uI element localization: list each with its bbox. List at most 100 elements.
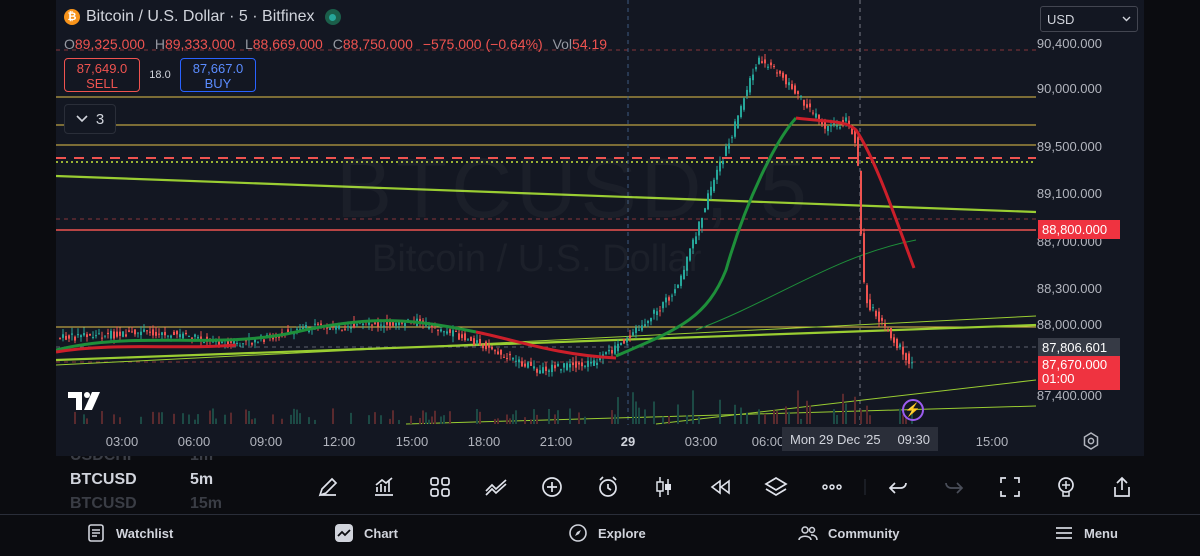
volume-bar [692,390,694,424]
alert-clock-icon[interactable] [580,468,636,506]
candle-body [824,120,826,129]
symbol-list[interactable]: USDCHF 1m BTCUSD 5m BTCUSD 15m [70,456,270,514]
candle-body [494,350,496,352]
candle-body [866,285,868,304]
crosshair-time: 09:30 [897,431,930,447]
candle-body [740,106,742,118]
compare-icon[interactable] [468,468,524,506]
candle-body [509,353,511,356]
candle-type-icon[interactable] [636,468,692,506]
slow-moving-average-line [695,239,917,331]
volume-bar [773,410,775,424]
volume-bar [578,412,580,424]
currency-select[interactable]: USD [1040,6,1138,32]
volume-bar [212,408,214,424]
list-item[interactable]: BTCUSD 15m [70,492,270,514]
candle-body [560,369,562,371]
volume-bar [557,410,559,424]
share-icon[interactable] [1094,468,1150,506]
candle-body [539,370,541,374]
nav-chart[interactable]: Chart [334,523,398,543]
candle-body [326,327,328,329]
market-open-status-icon[interactable] [324,9,341,25]
candle-body [398,320,400,326]
candle-body [350,327,352,329]
tradingview-logo-icon[interactable] [68,390,104,412]
candle-body [227,339,229,347]
indicators-icon[interactable] [356,468,412,506]
price-tick: 89,500.000 [1036,139,1102,154]
nav-menu[interactable]: Menu [1054,523,1118,543]
volume-bar [494,418,496,424]
symbol-title[interactable]: Bitcoin / U.S. Dollar · 5 · Bitfinex [86,8,315,25]
candle-body [662,302,664,309]
undo-icon[interactable] [870,468,926,506]
volume-bar [374,412,376,424]
candle-body [572,362,574,366]
symbol-name: USDCHF [70,456,190,465]
candle-body [557,363,559,367]
low-label: L [244,36,253,52]
price-chart[interactable] [56,0,1144,456]
indicators-count: 3 [95,110,105,128]
volume-bar [281,418,283,424]
candle-body [668,297,670,301]
candle-body [338,324,340,329]
volume-bar [173,413,175,424]
sell-button[interactable]: 87,649.0 SELL [64,58,140,92]
candle-body [794,85,796,94]
volume-bar [797,390,799,424]
candle-body [218,340,220,345]
buy-button[interactable]: 87,667.0 BUY [180,58,256,92]
candle-body [446,331,448,334]
candle-body [188,335,190,337]
indicators-toggle-button[interactable]: 3 [64,104,116,134]
nav-community[interactable]: Community [798,523,900,543]
candle-body [584,365,586,367]
candle-body [779,70,781,74]
templates-icon[interactable] [412,468,468,506]
more-icon[interactable] [804,468,860,506]
nav-watchlist[interactable]: Watchlist [86,523,173,543]
candle-body [569,363,571,368]
add-icon[interactable] [524,468,580,506]
price-tick: 89,100.000 [1036,186,1102,201]
candle-body [575,361,577,368]
lightning-icon[interactable]: ⚡ [902,399,924,421]
candle-body [368,321,370,325]
layers-icon[interactable] [748,468,804,506]
candle-body [806,104,808,108]
candle-body [599,357,601,361]
ideas-bulb-icon[interactable] [1038,468,1094,506]
chart-area[interactable]: BTCUSD, 5 Bitcoin / U.S. Dollar ₿ Bitcoi… [56,0,1144,456]
volume-bar [230,412,232,424]
volume-bar [188,414,190,424]
time-tick: 15:00 [975,434,1009,449]
volume-bar [698,416,700,424]
candle-body [812,112,814,114]
volume-bar [86,418,88,424]
volume-bar [662,416,664,424]
candle-body [320,323,322,326]
symbol-header[interactable]: ₿ Bitcoin / U.S. Dollar · 5 · Bitfinex [64,8,341,26]
candle-body [104,335,106,337]
candle-body [371,324,373,326]
list-item-active[interactable]: BTCUSD 5m [70,468,270,492]
candle-body [203,342,205,344]
candle-body [524,363,526,367]
drawing-pen-icon[interactable] [300,468,356,506]
left-margin [0,0,56,456]
symbol-interval: 5m [190,471,214,488]
replay-icon[interactable] [692,468,748,506]
candle-body [479,338,481,346]
candle-body [848,120,850,126]
time-tick: 03:00 [105,434,139,449]
volume-bar [734,404,736,424]
gear-icon[interactable] [1082,432,1100,450]
candle-body [683,269,685,280]
nav-explore[interactable]: Explore [568,523,646,543]
fullscreen-icon[interactable] [982,468,1038,506]
list-item[interactable]: USDCHF 1m [70,456,270,468]
candle-body [428,327,430,329]
candle-body [167,335,169,337]
